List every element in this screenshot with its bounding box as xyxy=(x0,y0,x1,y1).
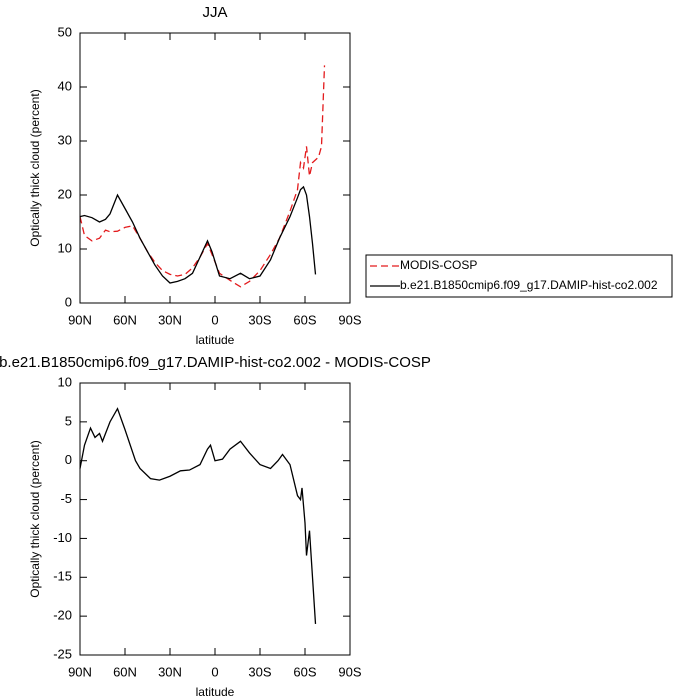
x-axis-label: latitude xyxy=(196,333,235,347)
y-tick-label: 30 xyxy=(58,132,72,147)
y-axis-label: Optically thick cloud (percent) xyxy=(28,89,42,246)
plot-frame xyxy=(79,382,351,656)
x-tick-label: 30S xyxy=(248,664,271,679)
x-tick-label: 90S xyxy=(338,312,361,327)
y-tick-label: -5 xyxy=(60,491,72,506)
y-tick-label: 50 xyxy=(58,24,72,39)
x-tick-label: 0 xyxy=(211,664,218,679)
x-tick-label: 90N xyxy=(68,312,92,327)
x-tick-label: 30N xyxy=(158,312,182,327)
y-tick-label: 0 xyxy=(65,294,72,309)
plot-frame xyxy=(79,32,351,304)
y-tick-label: 10 xyxy=(58,374,72,389)
legend-label: b.e21.B1850cmip6.f09_g17.DAMIP-hist-co2.… xyxy=(400,278,658,292)
legend-box xyxy=(365,254,673,298)
chart-title: b.e21.B1850cmip6.f09_g17.DAMIP-hist-co2.… xyxy=(0,354,431,371)
chart-title: JJA xyxy=(202,4,227,21)
x-tick-label: 60S xyxy=(293,312,316,327)
x-tick-label: 60S xyxy=(293,664,316,679)
y-axis-label: Optically thick cloud (percent) xyxy=(28,440,42,597)
panel: b.e21.B1850cmip6.f09_g17.DAMIP-hist-co2.… xyxy=(0,354,431,699)
x-tick-label: 60N xyxy=(113,312,137,327)
y-tick-label: 20 xyxy=(58,186,72,201)
data-line xyxy=(79,407,317,624)
x-axis-label: latitude xyxy=(196,685,235,699)
y-tick-label: 5 xyxy=(65,413,72,428)
y-tick-label: 10 xyxy=(58,240,72,255)
x-tick-label: 30S xyxy=(248,312,271,327)
legend: MODIS-COSP b.e21.B1850cmip6.f09_g17.DAMIP… xyxy=(365,254,673,298)
x-tick-label: 90N xyxy=(68,664,92,679)
x-tick-label: 90S xyxy=(338,664,361,679)
y-tick-label: -25 xyxy=(53,646,72,661)
x-tick-label: 60N xyxy=(113,664,137,679)
x-tick-label: 30N xyxy=(158,664,182,679)
y-tick-label: 40 xyxy=(58,78,72,93)
legend-label: MODIS-COSP xyxy=(400,258,477,272)
y-tick-label: -20 xyxy=(53,608,72,623)
data-line xyxy=(79,65,326,288)
y-tick-label: -10 xyxy=(53,530,72,545)
y-tick-label: -15 xyxy=(53,569,72,584)
x-tick-label: 0 xyxy=(211,312,218,327)
data-line xyxy=(79,185,317,284)
y-tick-label: 0 xyxy=(65,452,72,467)
panel: JJA latitude Optically thick cloud (percen… xyxy=(28,4,362,347)
